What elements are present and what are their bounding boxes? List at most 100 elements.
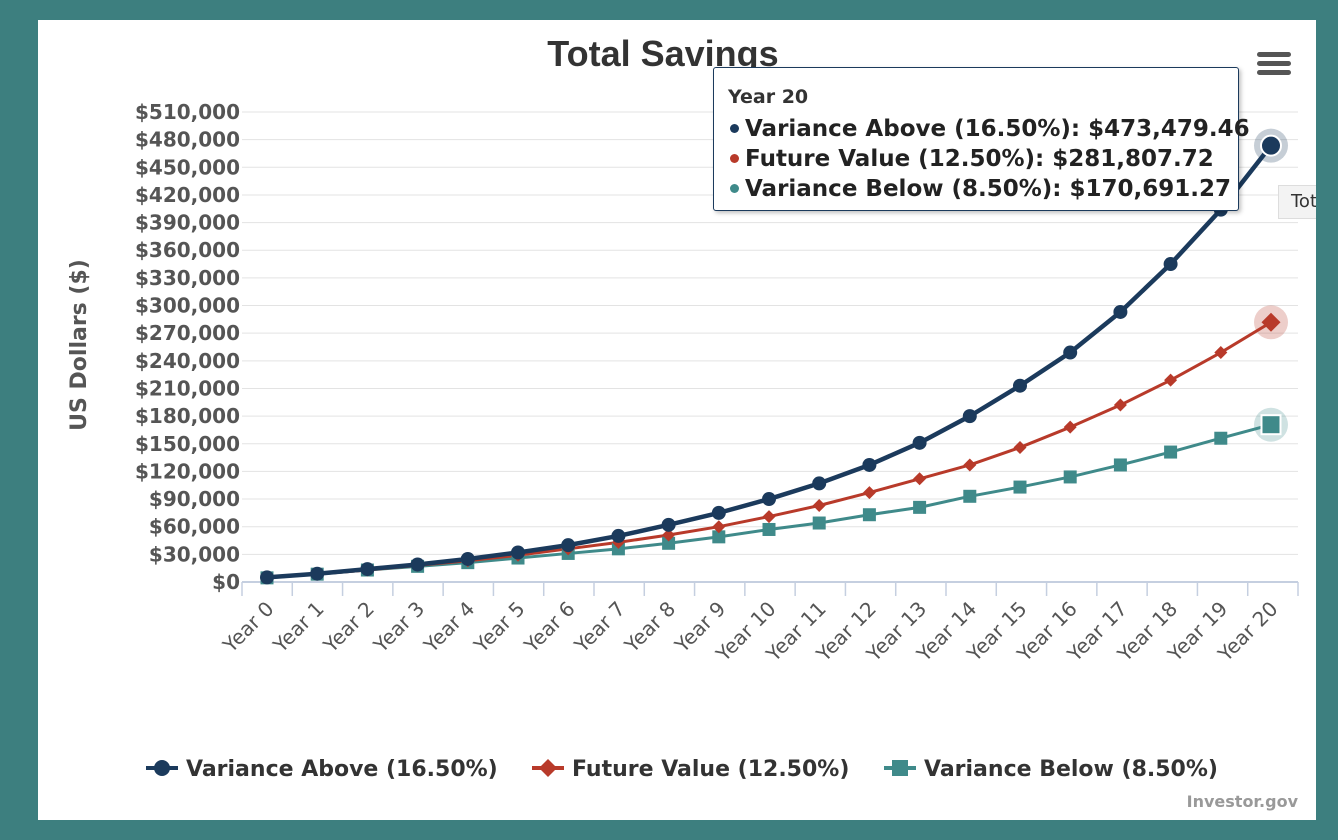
x-tick-label: Year 2 bbox=[318, 597, 379, 658]
data-point-highlight[interactable] bbox=[1261, 135, 1281, 156]
data-point[interactable] bbox=[812, 516, 826, 530]
tooltip-dot-icon bbox=[730, 183, 739, 193]
data-point[interactable] bbox=[963, 458, 977, 472]
data-point[interactable] bbox=[1063, 420, 1077, 434]
data-tooltip: Year 20 Variance Above (16.50%): $473,47… bbox=[713, 67, 1250, 211]
legend-marker-icon bbox=[539, 759, 557, 777]
y-tick-label: $480,000 bbox=[135, 128, 240, 152]
chart-panel: Total Savings US Dollars ($) $0 $30,000 $6… bbox=[38, 20, 1316, 820]
data-point[interactable] bbox=[611, 528, 626, 543]
x-tick-label: Year 0 bbox=[217, 597, 278, 658]
y-tick-label: $330,000 bbox=[135, 266, 240, 290]
data-point[interactable] bbox=[1113, 458, 1127, 472]
y-tick-label: $270,000 bbox=[135, 321, 240, 345]
data-point[interactable] bbox=[662, 528, 676, 542]
data-point[interactable] bbox=[762, 522, 776, 536]
x-tick-label: Year 7 bbox=[569, 597, 630, 658]
data-point[interactable] bbox=[1163, 257, 1178, 272]
chart-svg: Total Savings US Dollars ($) $0$30,000$6… bbox=[67, 33, 1299, 782]
x-tick-label: Year 3 bbox=[368, 597, 429, 658]
y-tick-label: $300,000 bbox=[135, 294, 240, 318]
hamburger-menu-icon[interactable] bbox=[1255, 48, 1295, 82]
data-point[interactable] bbox=[1013, 378, 1027, 393]
tooltip-text: Variance Below (8.50%): $170,691.27 bbox=[745, 176, 1232, 202]
marker-outline bbox=[1260, 414, 1282, 436]
x-tick-label: Year 5 bbox=[468, 597, 529, 658]
data-point[interactable] bbox=[511, 545, 525, 560]
legend-marker-icon bbox=[154, 760, 170, 776]
data-point[interactable] bbox=[1013, 440, 1027, 454]
tooltip-dot-icon bbox=[730, 153, 739, 163]
legend-label: Future Value (12.50%) bbox=[572, 757, 849, 782]
data-point[interactable] bbox=[561, 538, 576, 553]
tooltip-row-variance-above: Variance Above (16.50%): $473,479.46 bbox=[728, 114, 1250, 144]
y-tick-label: $510,000 bbox=[135, 100, 240, 124]
y-tick-label: $0 bbox=[212, 570, 240, 594]
data-point[interactable] bbox=[1113, 398, 1127, 412]
data-point[interactable] bbox=[762, 492, 776, 507]
data-point[interactable] bbox=[711, 505, 726, 520]
data-point-highlight[interactable] bbox=[1261, 415, 1281, 435]
legend-marker-icon bbox=[892, 760, 908, 776]
credit-link[interactable]: Investor.gov bbox=[1186, 792, 1298, 811]
y-tick-label: $60,000 bbox=[149, 515, 240, 539]
x-tick-label: Year 1 bbox=[268, 597, 329, 658]
y-axis-title: US Dollars ($) bbox=[67, 259, 92, 431]
data-point[interactable] bbox=[963, 489, 977, 503]
data-point[interactable] bbox=[913, 500, 927, 514]
x-tick-label: Year 6 bbox=[519, 597, 580, 658]
data-point[interactable] bbox=[1063, 470, 1077, 484]
data-point[interactable] bbox=[812, 499, 826, 513]
data-point[interactable] bbox=[1164, 445, 1178, 459]
tooltip-text: Variance Above (16.50%): $473,479.46 bbox=[745, 116, 1250, 142]
data-point[interactable] bbox=[1063, 345, 1078, 360]
data-point[interactable] bbox=[962, 409, 977, 424]
data-point[interactable] bbox=[912, 435, 927, 450]
y-tick-label: $30,000 bbox=[149, 542, 240, 566]
data-point[interactable] bbox=[1113, 304, 1128, 319]
legend-label: Variance Below (8.50%) bbox=[924, 757, 1218, 782]
data-point[interactable] bbox=[310, 566, 325, 581]
y-tick-label: $360,000 bbox=[135, 238, 240, 262]
y-tick-label: $240,000 bbox=[135, 349, 240, 373]
y-tick-label: $90,000 bbox=[149, 487, 240, 511]
y-tick-label: $420,000 bbox=[135, 183, 240, 207]
tooltip-text: Future Value (12.50%): $281,807.72 bbox=[745, 146, 1214, 172]
data-point[interactable] bbox=[1164, 373, 1178, 387]
data-point[interactable] bbox=[862, 457, 877, 472]
data-point-highlight[interactable] bbox=[1261, 312, 1281, 332]
data-point[interactable] bbox=[1214, 431, 1228, 445]
series-layer bbox=[260, 128, 1288, 585]
legend-label: Variance Above (16.50%) bbox=[186, 757, 498, 782]
data-point[interactable] bbox=[762, 510, 776, 524]
data-point[interactable] bbox=[1013, 480, 1027, 494]
y-tick-label: $150,000 bbox=[135, 432, 240, 456]
data-point[interactable] bbox=[360, 562, 375, 577]
data-point[interactable] bbox=[260, 570, 274, 585]
marker-outline bbox=[1260, 134, 1282, 157]
data-point[interactable] bbox=[862, 508, 876, 522]
data-point[interactable] bbox=[862, 486, 876, 500]
tooltip-dot-icon bbox=[730, 123, 739, 133]
data-point[interactable] bbox=[662, 536, 676, 550]
data-point[interactable] bbox=[712, 520, 726, 534]
data-point[interactable] bbox=[712, 530, 726, 544]
legend: Variance Above (16.50%) Future Value (12.… bbox=[146, 757, 1218, 782]
legend-item-0[interactable]: Variance Above (16.50%) bbox=[146, 757, 498, 782]
y-tick-label: $120,000 bbox=[135, 459, 240, 483]
legend-item-2[interactable]: Variance Below (8.50%) bbox=[884, 757, 1218, 782]
data-point[interactable] bbox=[1214, 346, 1228, 360]
x-tick-label: Year 8 bbox=[619, 597, 680, 658]
tooltip-header: Year 20 bbox=[728, 86, 809, 108]
tooltip-row-variance-below: Variance Below (8.50%): $170,691.27 bbox=[728, 174, 1231, 204]
data-point[interactable] bbox=[913, 472, 927, 486]
data-point[interactable] bbox=[460, 551, 475, 566]
legend-item-1[interactable]: Future Value (12.50%) bbox=[532, 757, 849, 782]
data-point[interactable] bbox=[661, 517, 676, 532]
y-tick-label: $450,000 bbox=[135, 155, 240, 179]
y-tick-label: $390,000 bbox=[135, 211, 240, 235]
data-point[interactable] bbox=[812, 476, 827, 491]
y-tick-label: $210,000 bbox=[135, 376, 240, 400]
data-point[interactable] bbox=[410, 557, 425, 572]
